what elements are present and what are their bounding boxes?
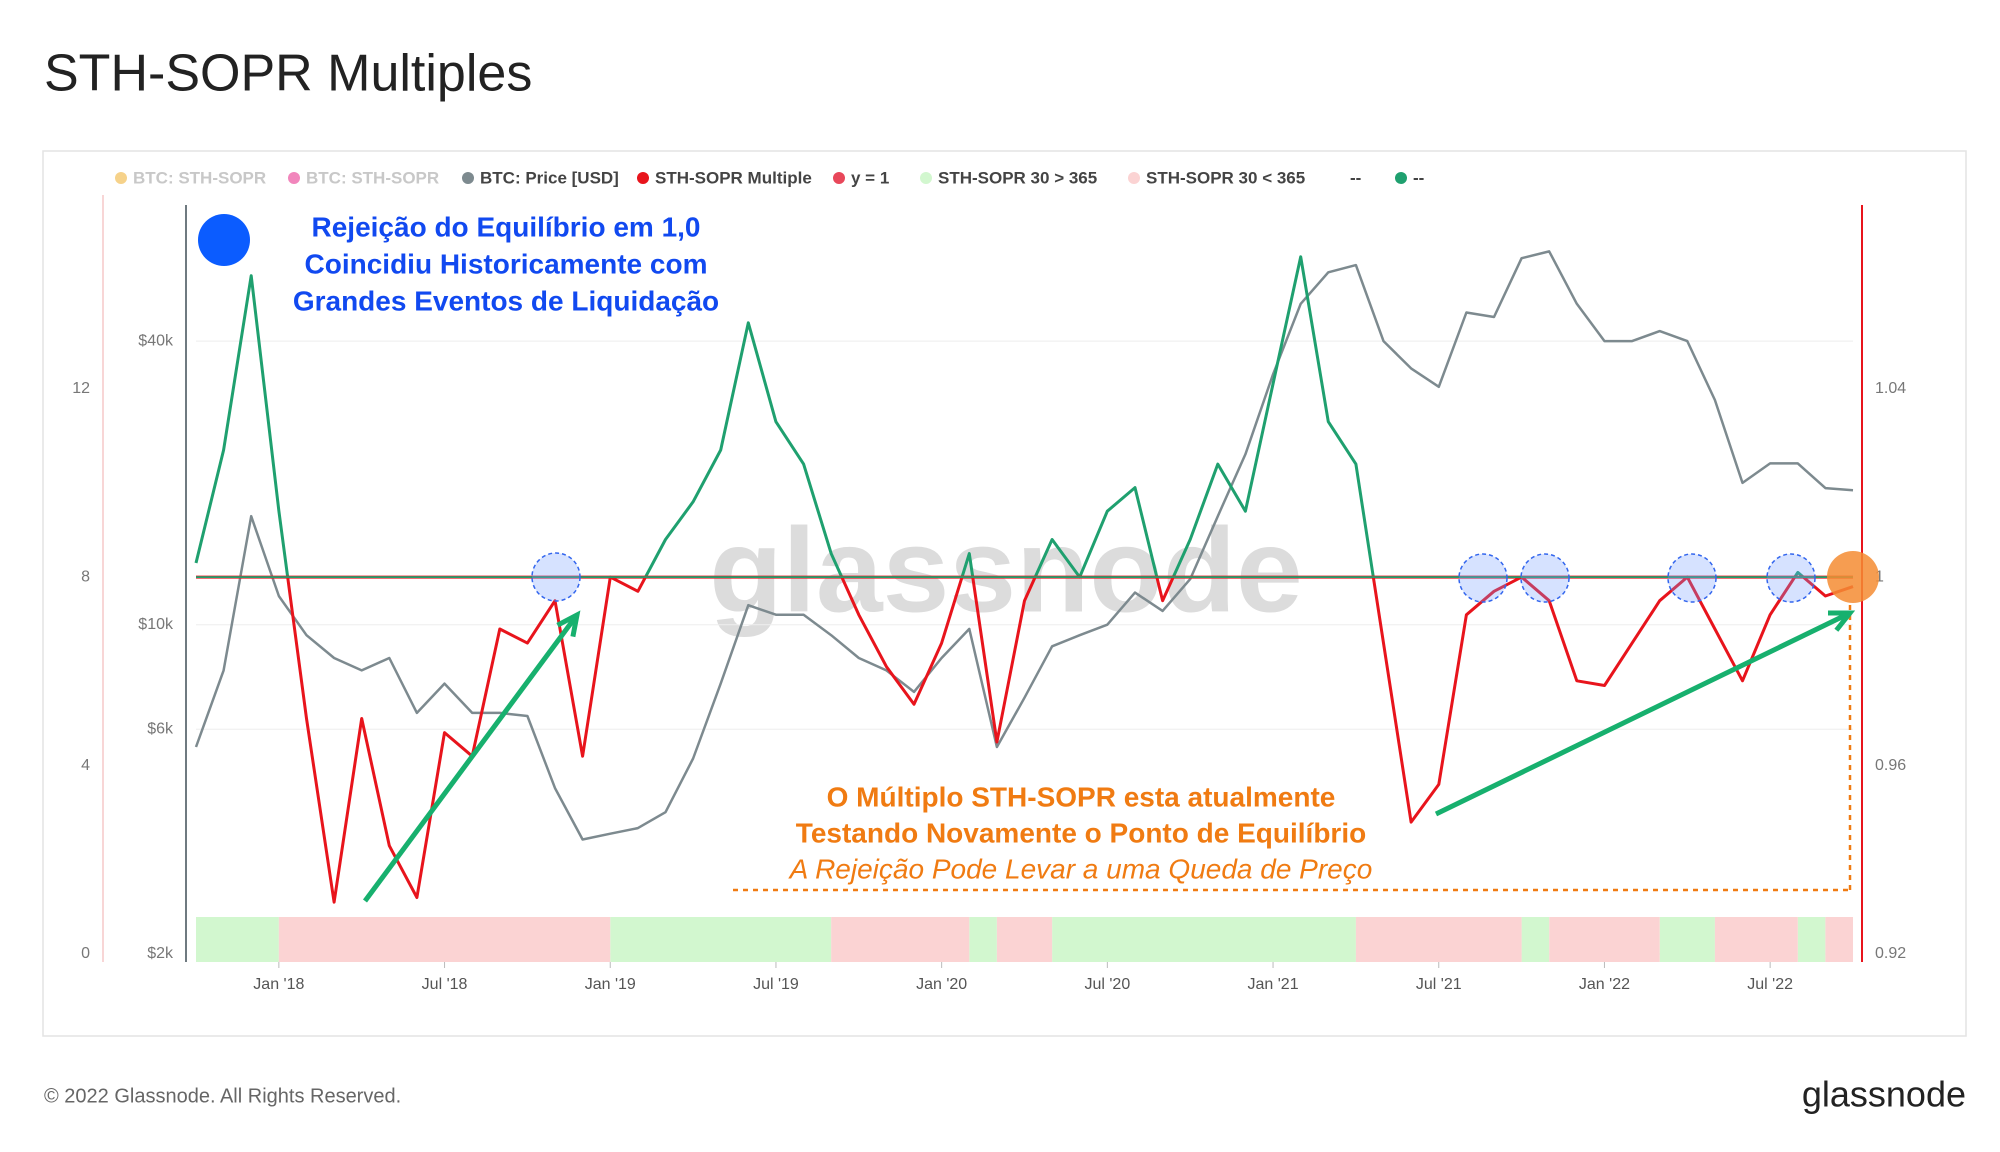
regime-band bbox=[1714, 917, 1798, 962]
x-tick-label: Jan '21 bbox=[1248, 976, 1299, 993]
y-tick-label: 0 bbox=[81, 945, 90, 962]
y2-tick-label: 1 bbox=[1875, 568, 1884, 585]
highlight-circle bbox=[1766, 553, 1816, 603]
y-tick-label: 8 bbox=[81, 568, 90, 585]
legend-label: -- bbox=[1413, 168, 1424, 187]
blue-annotation: Coincidiu Historicamente com bbox=[305, 248, 708, 279]
y2-tick-label: 1.04 bbox=[1875, 380, 1906, 397]
regime-band bbox=[1052, 917, 1356, 962]
x-tick-label: Jan '18 bbox=[253, 976, 304, 993]
regime-band bbox=[1549, 917, 1660, 962]
highlight-circle bbox=[1667, 553, 1717, 603]
highlight-circle bbox=[531, 552, 581, 602]
price-tick-label: $10k bbox=[138, 616, 174, 633]
x-tick-label: Jan '22 bbox=[1579, 976, 1630, 993]
regime-band bbox=[831, 917, 970, 962]
legend-swatch bbox=[115, 172, 127, 184]
legend-label: STH-SOPR 30 < 365 bbox=[1146, 168, 1305, 187]
legend-label: y = 1 bbox=[851, 168, 889, 187]
arrow-head bbox=[1827, 610, 1856, 632]
blue-annotation: Grandes Eventos de Liquidação bbox=[293, 285, 719, 316]
legend-label: BTC: STH-SOPR bbox=[133, 168, 266, 187]
legend-swatch bbox=[833, 172, 845, 184]
chart-frame bbox=[42, 150, 1967, 1037]
price-tick-label: $2k bbox=[147, 945, 174, 962]
regime-band bbox=[969, 917, 997, 962]
legend-label: -- bbox=[1350, 168, 1361, 187]
x-tick-label: Jan '19 bbox=[585, 976, 636, 993]
legend-swatch bbox=[462, 172, 474, 184]
regime-band bbox=[1797, 917, 1826, 962]
regime-band bbox=[1825, 917, 1853, 962]
x-tick-label: Jul '21 bbox=[1416, 976, 1462, 993]
regime-band bbox=[196, 917, 279, 962]
regime-band bbox=[1521, 917, 1550, 962]
regime-band bbox=[1659, 917, 1715, 962]
highlight-circle bbox=[1458, 553, 1508, 603]
legend-label: STH-SOPR 30 > 365 bbox=[938, 168, 1097, 187]
legend-swatch bbox=[920, 172, 932, 184]
x-tick-label: Jul '22 bbox=[1747, 976, 1793, 993]
x-tick-label: Jul '20 bbox=[1084, 976, 1130, 993]
arrow bbox=[1434, 610, 1852, 817]
legend-label: BTC: STH-SOPR bbox=[306, 168, 439, 187]
price-tick-label: $6k bbox=[147, 720, 174, 737]
blue-annotation: Rejeição do Equilíbrio em 1,0 bbox=[312, 211, 701, 242]
price-tick-label: $40k bbox=[138, 332, 174, 349]
x-tick-label: Jul '19 bbox=[753, 976, 799, 993]
y-tick-label: 4 bbox=[81, 757, 90, 774]
regime-band bbox=[278, 917, 611, 962]
price-line bbox=[194, 250, 1854, 841]
regime-band bbox=[1355, 917, 1522, 962]
legend-label: STH-SOPR Multiple bbox=[655, 168, 812, 187]
orange-annotation: Testando Novamente o Ponto de Equilíbrio bbox=[796, 817, 1366, 848]
current-circle bbox=[1827, 551, 1879, 603]
watermark: glassnode bbox=[709, 504, 1303, 638]
arrow bbox=[362, 613, 580, 903]
blue-dot bbox=[198, 214, 250, 266]
arrow-head bbox=[556, 610, 581, 638]
legend-swatch bbox=[288, 172, 300, 184]
footer: © 2022 Glassnode. All Rights Reserved. bbox=[44, 1085, 401, 1107]
legend-swatch bbox=[1395, 172, 1407, 184]
x-tick-label: Jan '20 bbox=[916, 976, 967, 993]
brand-logo: glassnode bbox=[1802, 1074, 1966, 1115]
orange-italic-annotation: A Rejeição Pode Levar a uma Queda de Pre… bbox=[788, 853, 1373, 884]
highlight-circle bbox=[1520, 553, 1570, 603]
legend-swatch bbox=[637, 172, 649, 184]
y2-tick-label: 0.96 bbox=[1875, 757, 1906, 774]
legend-swatch bbox=[1128, 172, 1140, 184]
legend-label: BTC: Price [USD] bbox=[480, 168, 619, 187]
y-tick-label: 12 bbox=[72, 380, 90, 397]
x-tick-label: Jul '18 bbox=[422, 976, 468, 993]
orange-annotation: O Múltiplo STH-SOPR esta atualmente bbox=[827, 781, 1336, 812]
regime-band bbox=[610, 917, 832, 962]
title: STH-SOPR Multiples bbox=[44, 45, 532, 103]
y2-tick-label: 0.92 bbox=[1875, 945, 1906, 962]
regime-band bbox=[996, 917, 1053, 962]
